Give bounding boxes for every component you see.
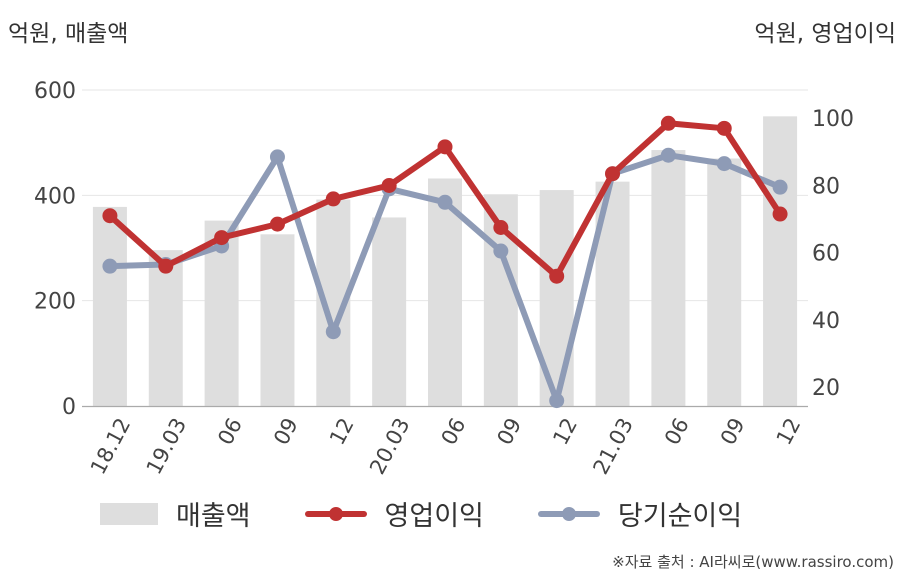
point-operating-profit[interactable] bbox=[158, 258, 174, 274]
point-operating-profit[interactable] bbox=[772, 206, 788, 222]
point-operating-profit[interactable] bbox=[437, 139, 453, 155]
point-net-income[interactable] bbox=[772, 179, 788, 195]
right-tick-label: 100 bbox=[812, 107, 854, 132]
x-tick-label: 18.12 bbox=[86, 414, 135, 478]
point-operating-profit[interactable] bbox=[325, 191, 341, 207]
point-operating-profit[interactable] bbox=[549, 268, 565, 284]
profit-lines bbox=[102, 115, 788, 409]
point-operating-profit[interactable] bbox=[605, 166, 621, 182]
legend-label-net-income: 당기순이익 bbox=[617, 501, 743, 532]
left-tick-label: 600 bbox=[34, 79, 76, 104]
point-operating-profit[interactable] bbox=[716, 120, 732, 136]
point-net-income[interactable] bbox=[269, 149, 285, 165]
bar-sales[interactable] bbox=[260, 234, 295, 406]
point-operating-profit[interactable] bbox=[102, 208, 118, 224]
left-tick-labels: 0 200 400 600 bbox=[34, 79, 76, 420]
left-tick-label: 400 bbox=[34, 184, 76, 209]
point-operating-profit[interactable] bbox=[269, 216, 285, 232]
x-tick-label: 06 bbox=[213, 414, 247, 449]
bar-sales[interactable] bbox=[428, 178, 462, 406]
left-axis-unit-label: 억원, 매출액 bbox=[8, 21, 129, 47]
x-tick-label: 19.03 bbox=[142, 414, 191, 478]
right-axis-unit-label: 억원, 영업이익 bbox=[754, 21, 896, 47]
point-net-income[interactable] bbox=[660, 147, 676, 163]
left-tick-label: 0 bbox=[62, 395, 76, 420]
legend-label-operating-profit: 영업이익 bbox=[384, 501, 484, 532]
legend-label-sales: 매출액 bbox=[176, 501, 251, 532]
left-tick-label: 200 bbox=[34, 290, 76, 315]
point-net-income[interactable] bbox=[493, 243, 509, 259]
bar-sales[interactable] bbox=[372, 217, 407, 406]
right-tick-label: 40 bbox=[812, 309, 840, 334]
legend-item-operating-profit[interactable]: 영업이익 bbox=[304, 494, 484, 533]
x-tick-label: 20.03 bbox=[365, 414, 414, 478]
legend-item-net-income[interactable]: 당기순이익 bbox=[537, 494, 743, 533]
point-operating-profit[interactable] bbox=[214, 230, 230, 246]
legend-swatch-net-income bbox=[537, 503, 600, 525]
legend-swatch-sales bbox=[100, 502, 158, 525]
bar-sales[interactable] bbox=[763, 116, 798, 406]
x-tick-label: 21.03 bbox=[589, 414, 638, 478]
x-tick-label: 12 bbox=[325, 414, 359, 449]
point-operating-profit[interactable] bbox=[381, 177, 397, 193]
right-tick-labels: 20 40 60 80 100 bbox=[812, 107, 854, 401]
point-net-income[interactable] bbox=[549, 393, 565, 409]
source-credit: ※자료 출처 : AI라씨로(www.rassiro.com) bbox=[612, 553, 894, 571]
x-tick-label: 09 bbox=[492, 414, 526, 449]
point-net-income[interactable] bbox=[102, 258, 118, 274]
bar-sales[interactable] bbox=[92, 206, 127, 406]
right-tick-label: 60 bbox=[812, 242, 840, 267]
bar-sales[interactable] bbox=[148, 250, 183, 406]
sales-bars bbox=[92, 116, 798, 406]
x-tick-labels: 18.12 19.03 06 09 12 20.03 06 09 12 21.03 06 09 12 bbox=[86, 414, 806, 478]
x-tick-label: 09 bbox=[269, 414, 303, 449]
legend: 매출액 영업이익 당기순이익 bbox=[100, 494, 796, 533]
point-operating-profit[interactable] bbox=[493, 219, 509, 235]
point-net-income[interactable] bbox=[325, 324, 341, 340]
x-tick-label: 12 bbox=[548, 414, 582, 449]
x-tick-label: 09 bbox=[716, 414, 750, 449]
point-operating-profit[interactable] bbox=[660, 115, 676, 131]
x-tick-label: 06 bbox=[660, 414, 694, 449]
bar-sales[interactable] bbox=[651, 150, 686, 406]
right-tick-label: 20 bbox=[812, 376, 840, 401]
point-net-income[interactable] bbox=[716, 156, 732, 172]
legend-item-sales[interactable]: 매출액 bbox=[100, 494, 251, 533]
point-net-income[interactable] bbox=[437, 194, 453, 210]
right-tick-label: 80 bbox=[812, 174, 840, 199]
legend-swatch-operating-profit bbox=[304, 503, 367, 525]
x-tick-label: 12 bbox=[772, 414, 806, 449]
bar-sales[interactable] bbox=[707, 158, 742, 406]
x-tick-label: 06 bbox=[437, 414, 471, 449]
